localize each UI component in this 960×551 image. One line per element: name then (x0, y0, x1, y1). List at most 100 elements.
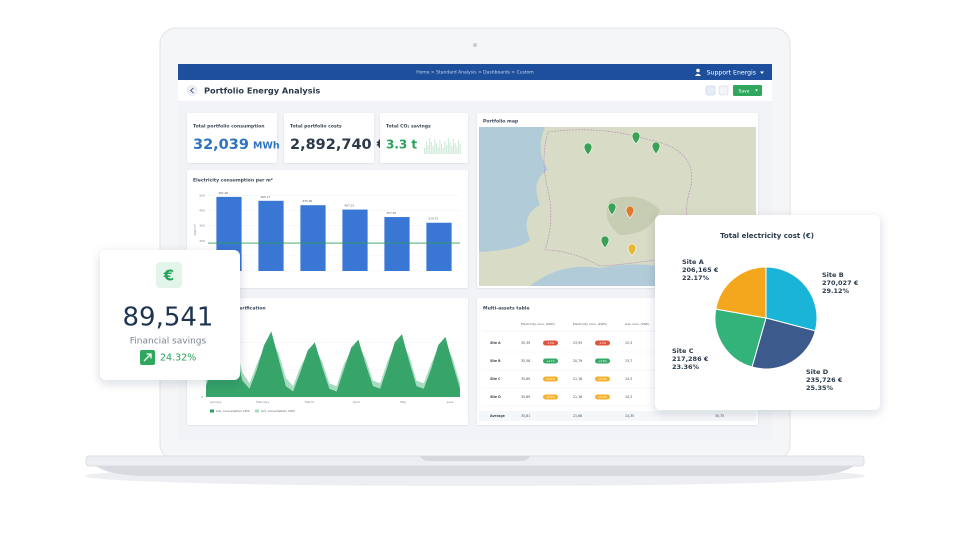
table-cell: 14,35 (625, 414, 634, 418)
slice-percent: 25.35% (806, 384, 834, 392)
x-tick-label: March (305, 400, 314, 404)
x-tick-label: June (446, 400, 454, 404)
map-pin[interactable] (583, 142, 593, 156)
title-bar (178, 80, 772, 101)
savings-card (100, 250, 240, 380)
save-button[interactable] (733, 85, 762, 96)
y-tick-label: 500 (199, 194, 205, 198)
chart-title: Electricity consumption per m² (193, 178, 273, 184)
map-pin[interactable] (600, 235, 610, 249)
laptop-camera (473, 43, 477, 47)
y-tick-label: 300 (199, 224, 205, 228)
kpi-unit: MWh (253, 141, 280, 152)
table-cell: 35,81 (521, 414, 530, 418)
table-cell: 23,93 (573, 341, 582, 345)
sparkline-bar (452, 139, 454, 154)
map-pin[interactable] (627, 243, 637, 257)
bar-value-label: 357.55 (386, 211, 396, 215)
sparkline-bar (458, 140, 460, 154)
sparkline-bar (442, 148, 444, 154)
slice-percent: 22.17% (682, 274, 710, 282)
row-label: Average (490, 414, 505, 418)
kpi-value: 3.3 t (386, 138, 417, 152)
pie-slice (714, 308, 767, 368)
sparkline-bar (441, 144, 443, 154)
slice-name: Site B (822, 271, 844, 279)
map-pin[interactable] (631, 131, 641, 145)
sparkline-bar (447, 138, 449, 154)
status-badge (595, 376, 610, 382)
bar-value-label: 435.96 (302, 199, 312, 203)
back-button[interactable] (186, 85, 198, 96)
status-badge (595, 340, 610, 346)
badge-label: +0.2% (598, 377, 607, 381)
table-cell: 35,39 (521, 341, 530, 345)
change-arrow (143, 353, 152, 362)
legend-swatch (255, 409, 259, 413)
top-bar (178, 64, 772, 80)
icon-button[interactable] (705, 85, 716, 96)
slice-percent: 23.36% (672, 363, 700, 371)
sparkline-bar (430, 142, 432, 154)
sparkline-bar (424, 148, 426, 154)
icon-button[interactable] (718, 85, 729, 96)
savings-value: 89,541 (123, 303, 214, 333)
y-tick-label: 400 (199, 209, 205, 213)
sparkline-bar (444, 141, 446, 154)
user-name[interactable]: Support Energis (707, 70, 756, 77)
table-cell: 21,68 (573, 414, 582, 418)
slice-name: Site D (806, 368, 829, 376)
sparkline-bar (451, 146, 453, 154)
badge-label: +0.2% (598, 395, 607, 399)
column-header: Electricity cons. (kWh) (573, 322, 607, 326)
map-pin[interactable] (607, 202, 617, 216)
map-relief (606, 196, 660, 235)
badge-label: +4.1% (546, 359, 555, 363)
row-label: Site D (490, 395, 501, 399)
kpi-label: Total portfolio costs (290, 124, 342, 130)
sparkline-bar (427, 145, 429, 154)
x-tick-label: January (209, 400, 222, 404)
badge-label: +0.4% (546, 377, 555, 381)
kpi-label: Total portfolio consumption (193, 124, 265, 130)
bar (384, 217, 410, 271)
sparkline-bar (456, 147, 458, 154)
sparkline-bar (449, 142, 451, 154)
kpi-value: 2,892,740 € (290, 137, 387, 153)
save-label[interactable]: Save (738, 88, 749, 94)
map-pin[interactable] (625, 205, 635, 219)
x-tick-label: April (353, 400, 360, 404)
bar (300, 205, 326, 271)
sparkline-bar (446, 145, 448, 154)
status-badge (595, 394, 610, 400)
bar (342, 209, 368, 271)
sparkline-bar (434, 139, 436, 154)
laptop-base-bottom (96, 466, 854, 476)
header: Home > Standard Analysis > Dashboards > … (178, 64, 772, 101)
legend-swatch (210, 409, 214, 413)
bar (426, 222, 452, 271)
sparkline-bar (439, 140, 441, 154)
table-cell: 30,75 (715, 414, 724, 418)
x-tick-label: May (400, 400, 406, 404)
legend-label: Act. consumption kWh (261, 409, 295, 413)
pie-slice (715, 266, 767, 319)
kpi-label: Total CO₂ savings (386, 124, 431, 130)
bar (258, 200, 284, 271)
bar-value-label: 491.06 (218, 191, 228, 195)
kpi-card (187, 113, 277, 163)
sparkline-bar (432, 146, 434, 154)
breadcrumb[interactable]: Home > Standard Analysis > Dashboards > … (416, 70, 534, 76)
x-tick-label: February (256, 400, 270, 404)
pie-slice (765, 266, 818, 332)
bar-value-label: 319.75 (428, 217, 438, 221)
table-row-bg (479, 411, 756, 421)
area (206, 320, 460, 397)
page-title: Portfolio Energy Analysis (204, 86, 320, 96)
sparkline-bar (435, 143, 437, 154)
table-cell: 35,89 (521, 395, 530, 399)
sparkline-bar (454, 143, 456, 154)
sparkline-bar (437, 147, 439, 154)
chart-title: Verification (236, 306, 266, 312)
map-pin[interactable] (651, 141, 661, 155)
